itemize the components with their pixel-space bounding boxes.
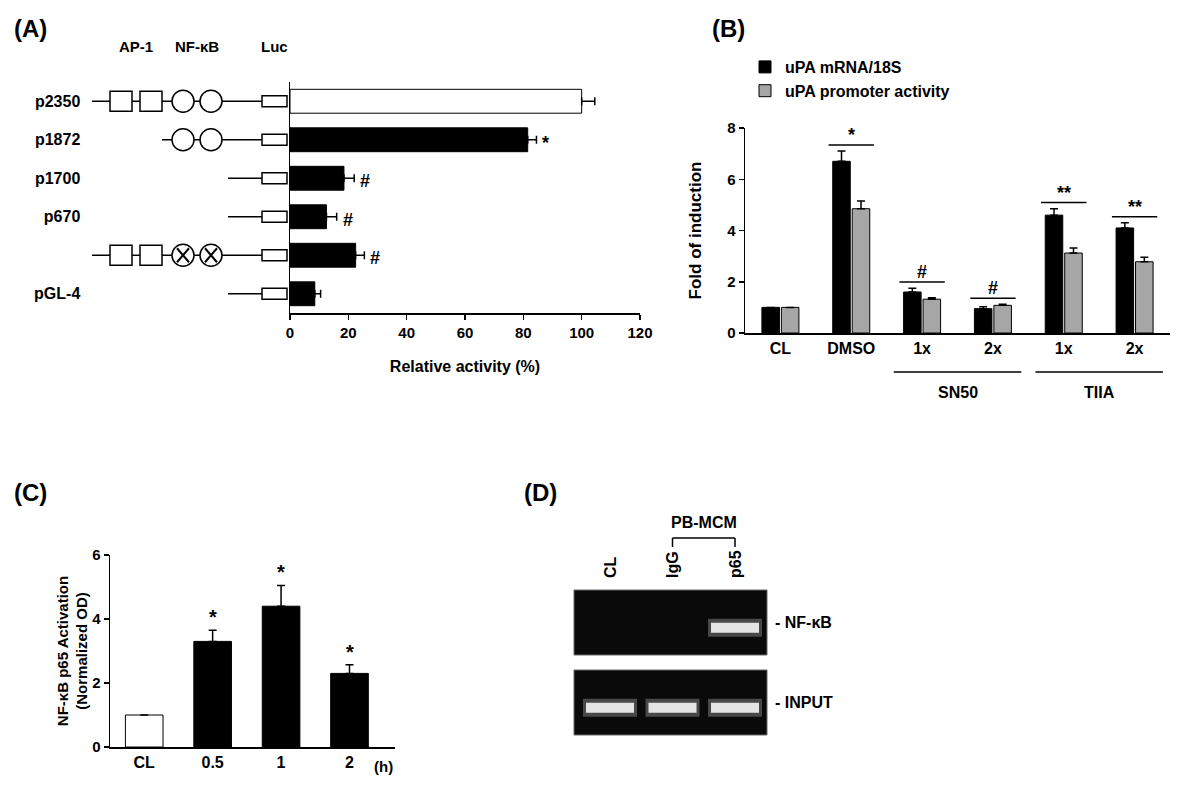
svg-text:**: **	[1057, 183, 1071, 203]
svg-text:2: 2	[345, 754, 354, 771]
svg-text:(B): (B)	[712, 15, 745, 42]
svg-text:#: #	[343, 210, 353, 230]
svg-text:IgG: IgG	[664, 551, 681, 578]
svg-text:40: 40	[398, 324, 415, 341]
svg-text:*: *	[277, 561, 285, 583]
svg-text:20: 20	[340, 324, 357, 341]
svg-text:CL: CL	[134, 754, 156, 771]
svg-text:- NF-κB: - NF-κB	[775, 614, 832, 631]
svg-text:4: 4	[92, 610, 101, 627]
svg-text:0.5: 0.5	[202, 754, 224, 771]
svg-text:#: #	[370, 248, 380, 268]
svg-text:*: *	[848, 125, 855, 145]
svg-text:*: *	[542, 133, 549, 153]
svg-text:0: 0	[92, 738, 100, 755]
svg-text:2x: 2x	[1126, 340, 1144, 357]
svg-text:60: 60	[457, 324, 474, 341]
svg-text:TIIA: TIIA	[1084, 384, 1115, 401]
svg-text:DMSO: DMSO	[827, 340, 875, 357]
svg-text:120: 120	[627, 324, 652, 341]
svg-text:CL: CL	[602, 556, 619, 578]
svg-text:*: *	[346, 641, 354, 663]
svg-text:#: #	[917, 262, 927, 282]
svg-text:**: **	[1128, 197, 1142, 217]
svg-text:0: 0	[727, 324, 735, 341]
svg-text:Fold of induction: Fold of induction	[686, 162, 705, 300]
svg-text:CL: CL	[770, 340, 792, 357]
svg-text:80: 80	[515, 324, 532, 341]
svg-text:1: 1	[277, 754, 286, 771]
svg-text:8: 8	[727, 119, 735, 136]
svg-text:Luc: Luc	[261, 38, 288, 55]
svg-text:NF-κB: NF-κB	[175, 38, 219, 55]
svg-text:100: 100	[569, 324, 594, 341]
svg-text:2: 2	[727, 273, 735, 290]
svg-text:uPA promoter activity: uPA promoter activity	[785, 83, 950, 100]
svg-text:- INPUT: - INPUT	[775, 694, 833, 711]
svg-text:1x: 1x	[1055, 340, 1073, 357]
svg-text:SN50: SN50	[938, 384, 978, 401]
svg-text:p1872: p1872	[35, 131, 80, 148]
svg-text:pGL-4: pGL-4	[34, 285, 80, 302]
svg-text:*: *	[209, 606, 217, 628]
svg-text:AP-1: AP-1	[119, 38, 153, 55]
svg-text:Relative activity (%): Relative activity (%)	[390, 358, 540, 375]
svg-text:4: 4	[727, 222, 736, 239]
svg-text:NF-κB p65 Activation(Normalize: NF-κB p65 Activation(Normalized OD)	[54, 576, 91, 726]
svg-text:#: #	[360, 171, 370, 191]
svg-text:2x: 2x	[984, 340, 1002, 357]
svg-text:uPA mRNA/18S: uPA mRNA/18S	[785, 59, 902, 76]
svg-text:p1700: p1700	[35, 170, 80, 187]
svg-text:p2350: p2350	[35, 93, 80, 110]
svg-text:p670: p670	[44, 208, 81, 225]
svg-text:(h): (h)	[374, 758, 393, 775]
svg-text:PB-MCM: PB-MCM	[671, 514, 737, 531]
svg-text:(C): (C)	[14, 479, 47, 506]
svg-text:2: 2	[92, 674, 100, 691]
svg-text:0: 0	[286, 324, 294, 341]
svg-text:6: 6	[727, 171, 735, 188]
svg-text:p65: p65	[727, 550, 744, 578]
svg-text:6: 6	[92, 546, 100, 563]
svg-text:(D): (D)	[524, 479, 557, 506]
svg-text:1x: 1x	[913, 340, 931, 357]
svg-text:(A): (A)	[14, 15, 47, 42]
svg-text:#: #	[988, 278, 998, 298]
